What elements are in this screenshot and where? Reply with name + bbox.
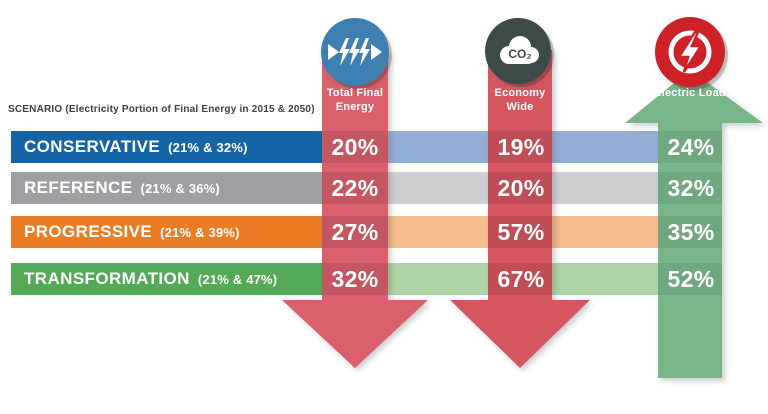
scenario-detail: (21% & 32%) [168, 140, 248, 155]
scenario-detail: (21% & 47%) [197, 272, 278, 287]
total-final-energy-icon [321, 18, 392, 89]
value-reference-total-final-energy: 22% [331, 175, 379, 201]
up-arrow-electric-load [625, 70, 763, 378]
down-arrow-total-final-energy [282, 50, 428, 368]
scenario-detail: (21% & 39%) [160, 225, 240, 240]
value-reference-electric-load: 32% [667, 175, 715, 201]
column-label-electric-load: Electric Load [654, 87, 726, 99]
value-transformation-total-final-energy: 32% [331, 266, 379, 292]
scenario-row-transformation: TRANSFORMATION (21% & 47%) [11, 263, 358, 295]
value-conservative-economy-wide: 19% [497, 134, 545, 160]
scenario-header: SCENARIO (Electricity Portion of Final E… [8, 104, 315, 115]
scenario-name: CONSERVATIVE [24, 137, 161, 156]
value-progressive-electric-load: 35% [667, 219, 715, 245]
scenario-name: PROGRESSIVE [24, 222, 153, 241]
svg-text:CO₂: CO₂ [508, 47, 531, 61]
value-transformation-economy-wide: 67% [497, 266, 545, 292]
value-conservative-electric-load: 24% [667, 134, 715, 160]
column-label-economy-wide: Economy Wide [494, 87, 546, 113]
column-label-total-final-energy: Total Final Energy [326, 87, 384, 113]
scenario-name: REFERENCE [24, 178, 133, 197]
electric-load-icon [655, 17, 728, 90]
down-arrow-economy-wide [450, 50, 590, 368]
scenario-name: TRANSFORMATION [24, 269, 190, 288]
value-progressive-total-final-energy: 27% [331, 219, 379, 245]
co2-economy-wide-icon: CO₂ [485, 18, 554, 87]
value-transformation-electric-load: 52% [667, 266, 715, 292]
scenario-row-reference: REFERENCE (21% & 36%) [11, 172, 358, 204]
scenario-row-progressive: PROGRESSIVE (21% & 39%) [11, 216, 358, 248]
scenario-row-conservative: CONSERVATIVE (21% & 32%) [11, 131, 358, 163]
value-conservative-total-final-energy: 20% [331, 134, 379, 160]
value-progressive-economy-wide: 57% [497, 219, 545, 245]
value-reference-economy-wide: 20% [497, 175, 545, 201]
scenario-detail: (21% & 36%) [140, 181, 220, 196]
